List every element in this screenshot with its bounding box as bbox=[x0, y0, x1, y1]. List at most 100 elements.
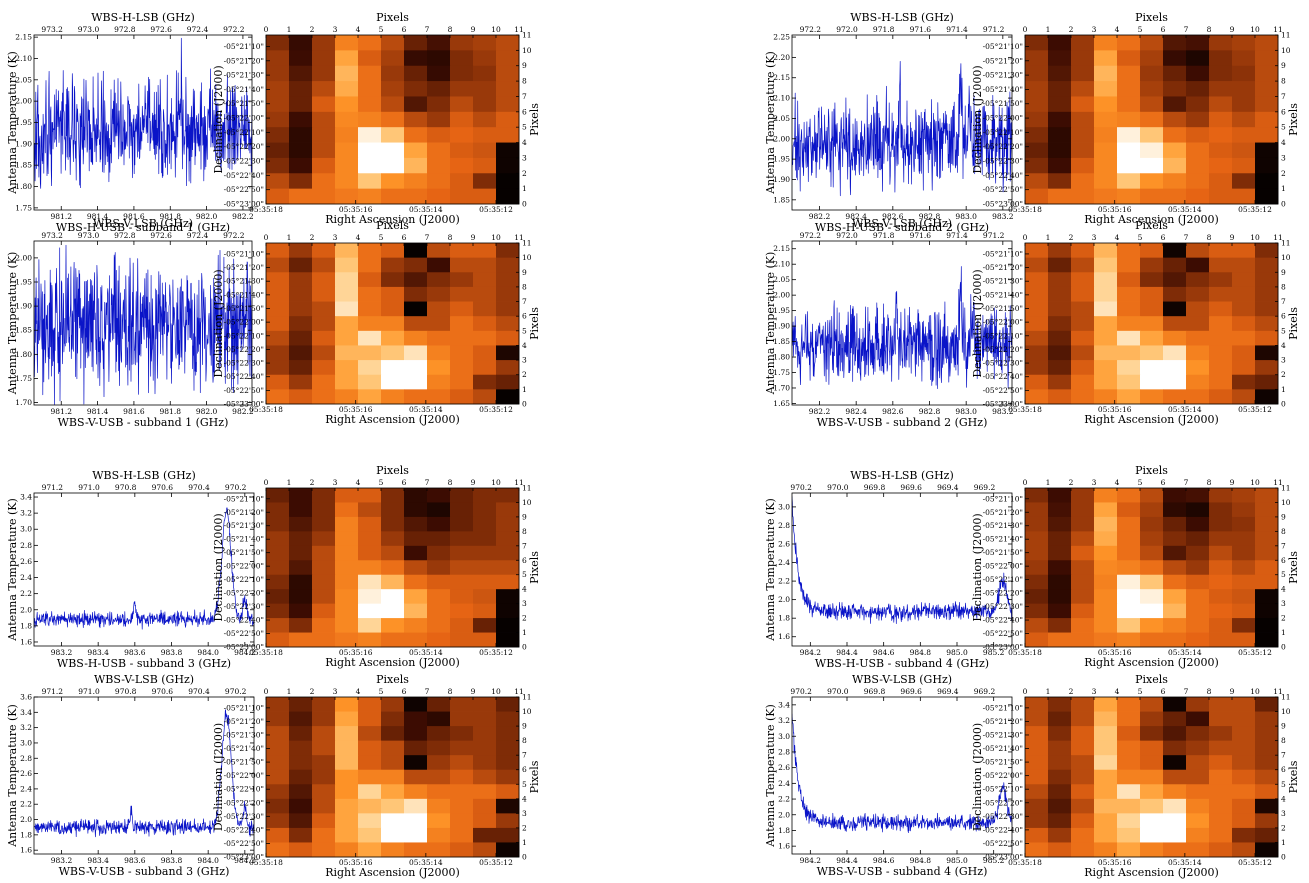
map-cell bbox=[1071, 360, 1095, 376]
pixel-tick-label-right: 11 bbox=[1281, 239, 1291, 248]
map-cell bbox=[427, 769, 451, 785]
x-tick-label: 982.2 bbox=[809, 407, 831, 416]
map-cell bbox=[1094, 769, 1118, 785]
map-cell bbox=[427, 50, 451, 67]
map-cell bbox=[427, 81, 451, 97]
pixel-tick-label-right: 10 bbox=[522, 707, 532, 716]
map-cell bbox=[1209, 286, 1233, 302]
map-cell bbox=[289, 769, 313, 785]
map-cell bbox=[1163, 389, 1187, 405]
map-cell bbox=[381, 96, 405, 113]
map-cell bbox=[1071, 111, 1095, 128]
map-cell bbox=[1186, 81, 1210, 97]
map-cell bbox=[1094, 740, 1118, 756]
map-cell bbox=[427, 111, 451, 128]
map-cell bbox=[1071, 301, 1095, 317]
map-cell bbox=[1140, 316, 1164, 332]
map-cell bbox=[1117, 389, 1141, 405]
map-cell bbox=[335, 726, 359, 742]
map-cell bbox=[1186, 142, 1210, 159]
map-cell bbox=[427, 842, 451, 858]
map-cell bbox=[335, 301, 359, 317]
map-cell bbox=[381, 257, 405, 273]
top-tick-label: 970.2 bbox=[225, 687, 247, 696]
map-cell bbox=[1140, 531, 1164, 547]
map-cell bbox=[1232, 50, 1256, 67]
y-tick-label: 2.25 bbox=[773, 33, 790, 42]
dec-tick-label: -05°22'00" bbox=[224, 771, 264, 780]
pixel-tick-label-right: 1 bbox=[1281, 184, 1286, 193]
map-cell bbox=[1209, 142, 1233, 159]
map-cell bbox=[1163, 574, 1187, 590]
map-cell bbox=[473, 516, 497, 532]
map-cell bbox=[381, 755, 405, 771]
map-cell bbox=[289, 560, 313, 576]
dec-tick-label: -05°21'40" bbox=[983, 290, 1023, 299]
map-cell bbox=[1186, 188, 1210, 205]
map-cell bbox=[1048, 769, 1072, 785]
map-cell bbox=[473, 618, 497, 633]
map-cell bbox=[473, 827, 497, 843]
x-tick-label: 983.4 bbox=[87, 856, 109, 865]
map-cell bbox=[1094, 257, 1118, 273]
pixel-tick-label-top: 9 bbox=[1230, 687, 1235, 696]
map-cell bbox=[1140, 286, 1164, 302]
map-cell bbox=[266, 711, 290, 727]
map-cell bbox=[1094, 531, 1118, 547]
map-cell bbox=[1232, 603, 1256, 619]
map-cell bbox=[427, 301, 451, 317]
y-tick-label: 1.8 bbox=[778, 614, 790, 623]
y-tick-label: 3.0 bbox=[778, 732, 790, 741]
dec-tick-label: -05°21'30" bbox=[224, 277, 264, 286]
map-cell bbox=[1117, 560, 1141, 576]
map-cell bbox=[1071, 618, 1095, 633]
map-cell bbox=[1117, 96, 1141, 113]
map-cell bbox=[427, 188, 451, 205]
pixel-tick-label-top: 0 bbox=[264, 687, 269, 696]
map-cell bbox=[1094, 560, 1118, 576]
map-cell bbox=[427, 173, 451, 190]
map-cell bbox=[312, 360, 336, 376]
map-right-label: Pixels bbox=[1287, 103, 1300, 136]
dec-tick-label: -05°23'00" bbox=[224, 200, 264, 209]
map-cell bbox=[1209, 769, 1233, 785]
map-cell bbox=[473, 574, 497, 590]
dec-tick-label: -05°21'10" bbox=[983, 703, 1023, 712]
map-cell bbox=[381, 711, 405, 727]
map-cell bbox=[427, 374, 451, 390]
map-cell bbox=[1255, 560, 1279, 576]
y-tick-label: 2.4 bbox=[20, 784, 32, 793]
x-tick-label: 981.2 bbox=[51, 407, 73, 416]
ra-tick-label: 05:35:14 bbox=[1168, 405, 1202, 414]
map-cell bbox=[1186, 784, 1210, 800]
map-cell bbox=[473, 111, 497, 128]
map-cell bbox=[1255, 81, 1279, 97]
pixel-tick-label-top: 6 bbox=[1161, 233, 1166, 242]
map-cell bbox=[1140, 516, 1164, 532]
map-cell bbox=[404, 330, 428, 346]
map-cell bbox=[335, 316, 359, 332]
map-cell bbox=[381, 516, 405, 532]
map-cell bbox=[1255, 65, 1279, 82]
map-cell bbox=[289, 711, 313, 727]
map-cell bbox=[289, 574, 313, 590]
pixel-tick-label-right: 10 bbox=[1281, 498, 1291, 507]
x-tick-label: 984.6 bbox=[873, 648, 895, 657]
map-cell bbox=[1186, 516, 1210, 532]
map-cell bbox=[473, 603, 497, 619]
map-cell bbox=[1094, 755, 1118, 771]
map-cell bbox=[266, 50, 290, 67]
dec-tick-label: -05°22'00" bbox=[983, 318, 1023, 327]
map-cell bbox=[266, 488, 290, 503]
map-cell bbox=[335, 50, 359, 67]
top-tick-label: 972.2 bbox=[223, 25, 245, 34]
map-cell bbox=[1025, 345, 1049, 361]
pixel-tick-label-top: 5 bbox=[1138, 478, 1143, 487]
map-cell bbox=[1186, 157, 1210, 174]
x-tick-label: 981.2 bbox=[51, 212, 73, 221]
map-cell bbox=[335, 755, 359, 771]
map-cell bbox=[1163, 243, 1187, 259]
pixel-tick-label-top: 4 bbox=[356, 25, 361, 34]
